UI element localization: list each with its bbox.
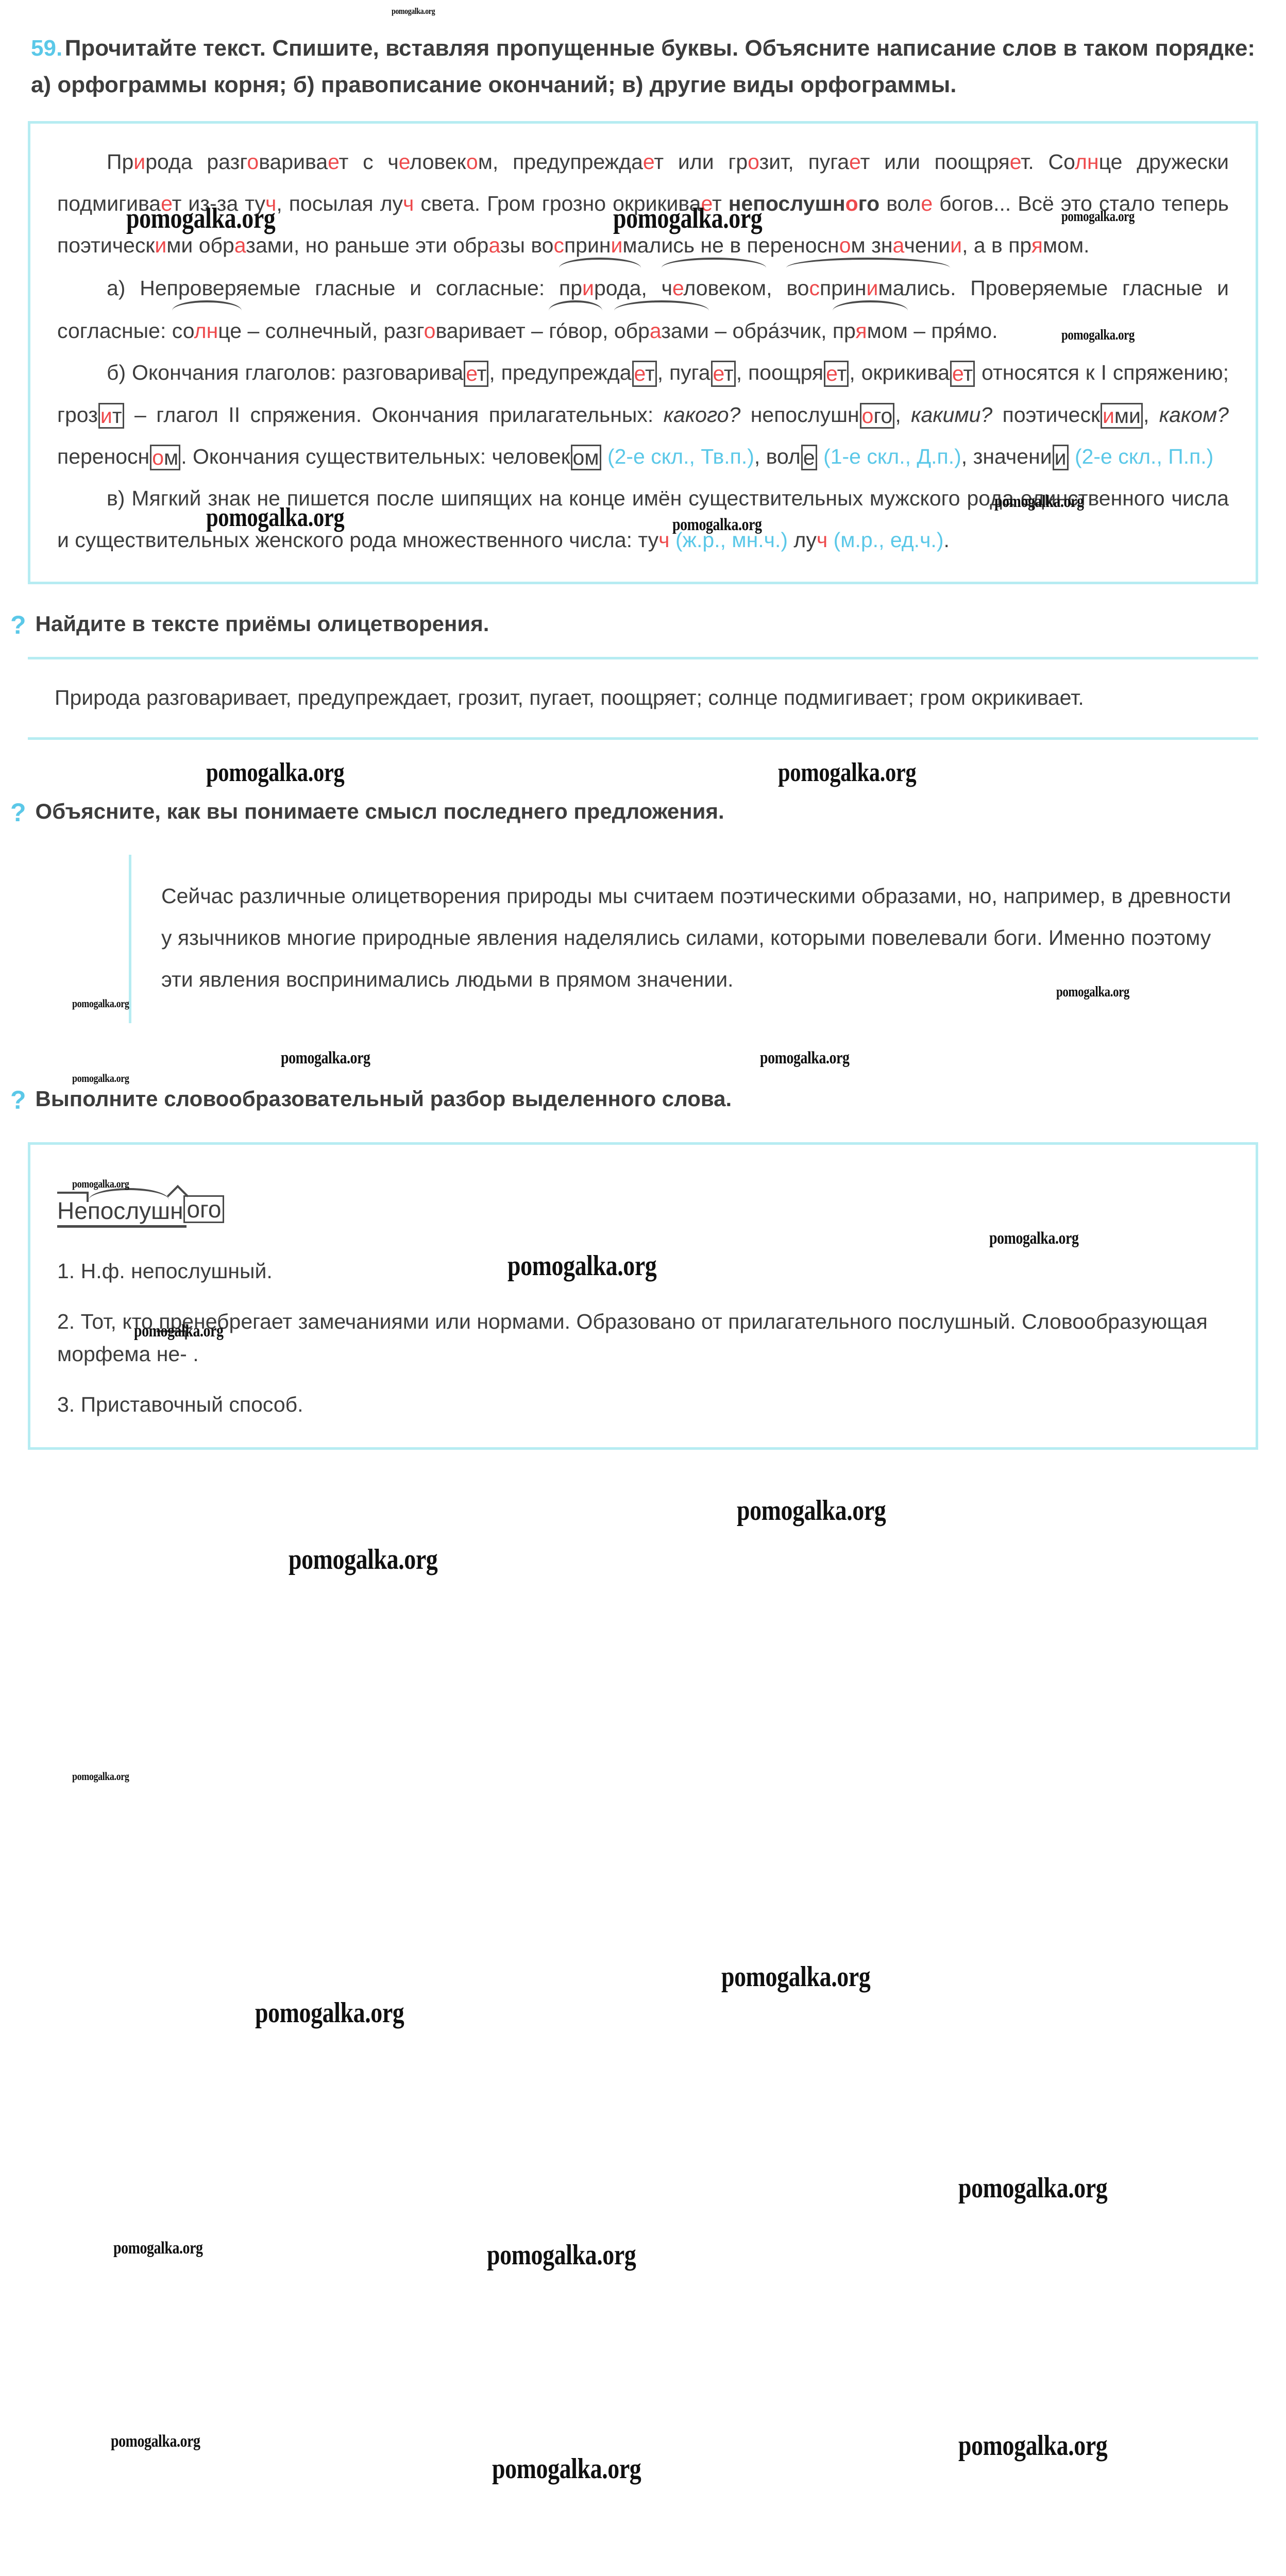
word-forming-morpheme: не-	[156, 1330, 187, 1370]
watermark: pomogalka.org	[760, 1048, 850, 1067]
answer-part-v: в) Мягкий знак не пишется после шипящих …	[57, 486, 1229, 552]
watermark: pomogalka.org	[206, 758, 345, 787]
watermark: pomogalka.org	[958, 2430, 1108, 2462]
question-3-label: Выполните словообразовательный разбор вы…	[35, 1087, 732, 1111]
watermark: pomogalka.org	[72, 1072, 129, 1084]
analysis-item-2-part-d: .	[187, 1342, 199, 1366]
analysis-item-1: 1. Н.ф. непослушный.	[57, 1259, 273, 1283]
main-answer-box: Природа разговаривает с человеком, преду…	[28, 121, 1258, 585]
question-mark-icon: ?	[10, 798, 26, 827]
watermark: pomogalka.org	[113, 2239, 203, 2258]
analysis-item-2-part-b: прилагательного послушный. Словообразующ…	[57, 1309, 1208, 1366]
question-1-label: Найдите в тексте приёмы олицетворения.	[35, 612, 489, 636]
question-2-answer: Сейчас различные олицетворения природы м…	[161, 884, 1231, 991]
watermark: pomogalka.org	[492, 2453, 641, 2485]
morpheme-prefix: Не	[57, 1191, 89, 1224]
question-1-answer-band: Природа разговаривает, предупреждает, гр…	[28, 656, 1258, 740]
answer-paragraph-text: Природа разговаривает с человеком, преду…	[57, 149, 1229, 257]
question-3-answer-box: Не послуш н ого 1. Н.ф. непослушный. 2. Тот…	[28, 1142, 1258, 1450]
watermark: pomogalka.org	[958, 2172, 1108, 2204]
watermark: pomogalka.org	[289, 1544, 438, 1575]
answer-part-b: б) Окончания глаголов: разговарива ет, пр…	[57, 352, 1229, 478]
watermark: pomogalka.org	[72, 997, 129, 1010]
question-2-answer-quote: Сейчас различные олицетворения природы м…	[129, 854, 1258, 1024]
question-mark-icon: ?	[10, 1086, 26, 1115]
stem-underline	[57, 1225, 187, 1228]
watermark: pomogalka.org	[281, 1048, 370, 1067]
analysis-item-3: 3. Приставочный способ.	[57, 1392, 303, 1416]
exercise-number: 59.	[31, 36, 63, 61]
morpheme-ending: ого	[183, 1195, 225, 1224]
watermark: pomogalka.org	[255, 1997, 404, 2029]
morpheme-root: послуш	[87, 1188, 171, 1224]
question-1-row: ? Найдите в тексте приёмы олицетворения.	[10, 610, 1258, 638]
question-mark-icon: ?	[10, 611, 26, 640]
morphemic-word: Не послуш н ого	[57, 1188, 225, 1224]
task-header: 59. Прочитайте текст. Спишите, вставляя …	[0, 0, 1286, 104]
morphemic-scheme: Не послуш н ого	[57, 1178, 225, 1228]
watermark: pomogalka.org	[72, 1770, 129, 1783]
page-bottom-spacer	[0, 1450, 1286, 1517]
question-1-answer: Природа разговаривает, предупреждает, гр…	[55, 685, 1084, 709]
watermark: pomogalka.org	[111, 2432, 200, 2451]
question-2-row: ? Объясните, как вы понимаете смысл посл…	[10, 798, 1258, 826]
analysis-item-2-part-a: 2. Тот, кто пренебрегает замечаниями или…	[57, 1309, 722, 1333]
morpheme-suffix: н	[170, 1197, 183, 1224]
question-2-label: Объясните, как вы понимаете смысл послед…	[35, 799, 724, 824]
analysis-item-2: 2. Тот, кто пренебрегает замечаниями или…	[57, 1306, 1229, 1370]
watermark: pomogalka.org	[721, 1961, 871, 1993]
task-prompt: Прочитайте текст. Спишите, вставляя проп…	[31, 36, 1255, 98]
watermark: pomogalka.org	[487, 2239, 636, 2271]
watermark: pomogalka.org	[778, 758, 917, 787]
question-3-row: ? Выполните словообразовательный разбор …	[10, 1085, 1258, 1113]
answer-part-a: а) Непроверяемые гласные и согласные: пр…	[57, 258, 1229, 352]
